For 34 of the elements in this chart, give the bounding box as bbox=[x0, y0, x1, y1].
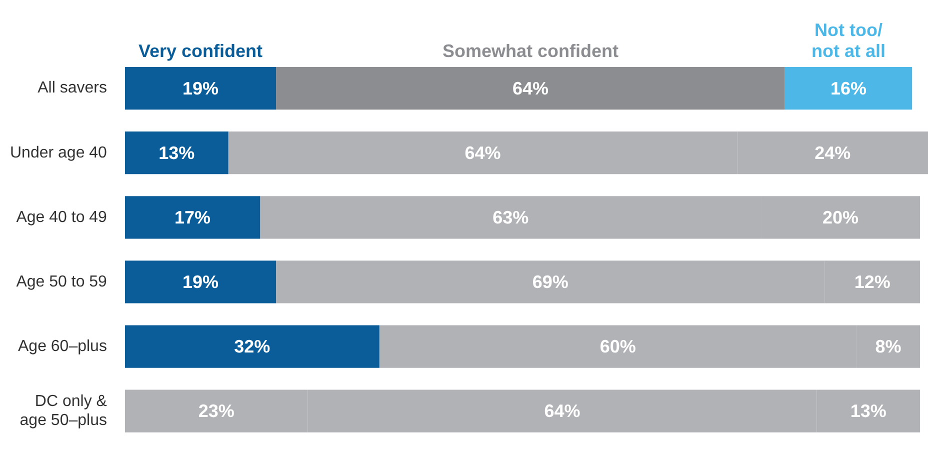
y-tick-label: Age 50 to 59 bbox=[16, 273, 108, 290]
data-label: 16% bbox=[830, 78, 867, 98]
bar bbox=[784, 66, 912, 110]
bar bbox=[124, 66, 276, 110]
data-label: 17% bbox=[174, 207, 211, 228]
data-label: 63% bbox=[492, 207, 529, 228]
data-label: 64% bbox=[544, 401, 580, 422]
data-label: 19% bbox=[182, 272, 219, 292]
data-label: 24% bbox=[814, 142, 851, 163]
data-label: 64% bbox=[464, 142, 501, 163]
data-label: 32% bbox=[234, 336, 270, 357]
y-tick-label: Under age 40 bbox=[10, 144, 108, 162]
data-label: 19% bbox=[182, 78, 219, 98]
data-label: 13% bbox=[850, 401, 886, 422]
data-label: 60% bbox=[600, 336, 636, 357]
bar bbox=[124, 260, 276, 304]
data-label: 69% bbox=[532, 272, 568, 292]
data-label: 8% bbox=[875, 336, 902, 357]
data-label: 13% bbox=[158, 142, 195, 163]
y-tick-label: DC only & age 50–plus bbox=[20, 392, 108, 430]
y-tick-label: Age 40 to 49 bbox=[16, 208, 108, 226]
bar bbox=[124, 196, 260, 239]
data-label: 12% bbox=[854, 272, 890, 292]
bar bbox=[124, 325, 380, 368]
y-tick-label: All savers bbox=[38, 80, 107, 97]
bar bbox=[276, 66, 785, 110]
series-label: Not too/not at all bbox=[811, 20, 886, 61]
data-label: 20% bbox=[822, 207, 859, 228]
series-label: Very confident bbox=[138, 40, 263, 61]
y-tick-label: Age 60–plus bbox=[18, 338, 107, 355]
data-label: 23% bbox=[198, 401, 234, 422]
data-label: 64% bbox=[512, 78, 548, 98]
series-label: Somewhat confident bbox=[442, 40, 618, 61]
bar bbox=[124, 132, 228, 174]
